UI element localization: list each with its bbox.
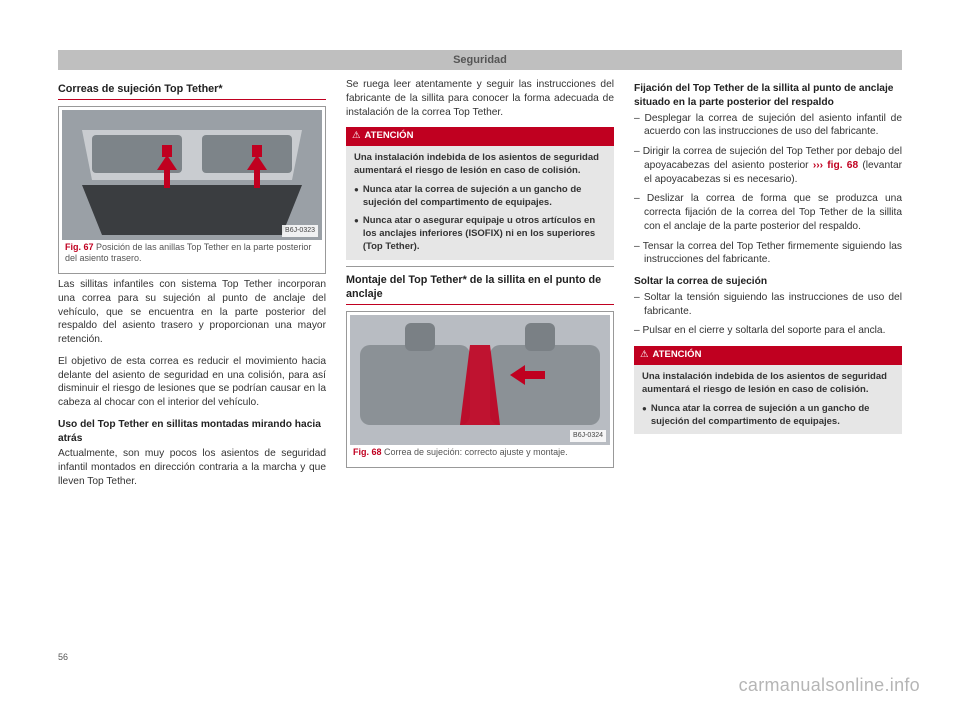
bullet-icon [354, 215, 359, 253]
figure-68-caption: Fig. 68 Correa de sujeción: correcto aju… [350, 445, 610, 464]
warning-header: ATENCIÓN [634, 346, 902, 365]
warning-title: ATENCIÓN [653, 349, 702, 362]
warning-bullet: Nunca atar o asegurar equipaje u otros a… [354, 215, 606, 253]
figure-68-code: B6J-0324 [570, 430, 606, 441]
warning-header: ATENCIÓN [346, 127, 614, 146]
instruction-list: – Desplegar la correa de sujeción del as… [634, 112, 902, 268]
figure-67-code: B6J-0323 [282, 225, 318, 236]
section-title: Correas de sujeción Top Tether* [58, 82, 326, 97]
list-item: – Tensar la correa del Top Tether firmem… [634, 240, 902, 268]
paragraph: El objetivo de esta correa es reducir el… [58, 355, 326, 410]
chapter-title: Seguridad [453, 54, 507, 66]
paragraph: Actualmente, son muy pocos los asientos … [58, 447, 326, 488]
figure-67: B6J-0323 Fig. 67 Posición de las anillas… [58, 106, 326, 275]
divider [346, 266, 614, 267]
figure-68: B6J-0324 Fig. 68 Correa de sujeción: cor… [346, 311, 614, 468]
warning-lead: Una instalación indebida de los asientos… [642, 371, 894, 397]
bullet-icon [642, 403, 647, 429]
page-number: 56 [58, 652, 68, 662]
warning-body: Una instalación indebida de los asientos… [634, 365, 902, 434]
warning-body: Una instalación indebida de los asientos… [346, 146, 614, 260]
warning-bullet-text: Nunca atar la correa de sujeción a un ga… [651, 403, 894, 429]
warning-box: ATENCIÓN Una instalación indebida de los… [346, 127, 614, 260]
figure-68-image: B6J-0324 [350, 315, 610, 445]
section-rule [58, 99, 326, 100]
bullet-icon [354, 184, 359, 210]
list-item: – Dirigir la correa de sujeción del Top … [634, 145, 902, 186]
warning-bullet-text: Nunca atar o asegurar equipaje u otros a… [363, 215, 606, 253]
seat-illustration [350, 315, 610, 445]
column-2: Se ruega leer atentamente y seguir las i… [346, 78, 614, 497]
column-3: Fijación del Top Tether de la sillita al… [634, 78, 902, 497]
figure-67-image: B6J-0323 [62, 110, 322, 240]
figure-67-label: Fig. 67 [65, 242, 94, 252]
watermark: carmanualsonline.info [739, 675, 920, 696]
figure-68-label: Fig. 68 [353, 447, 382, 457]
section-title: Montaje del Top Tether* de la sillita en… [346, 273, 614, 302]
list-item: – Soltar la tensión siguiendo las instru… [634, 291, 902, 319]
warning-icon [352, 130, 361, 143]
subheading: Uso del Top Tether en sillitas montadas … [58, 418, 326, 446]
manual-page: Seguridad Correas de sujeción Top Tether… [58, 50, 902, 660]
paragraph: Se ruega leer atentamente y seguir las i… [346, 78, 614, 119]
section-rule [346, 304, 614, 305]
figure-reference: ››› fig. 68 [813, 160, 858, 171]
figure-67-caption: Fig. 67 Posición de las anillas Top Teth… [62, 240, 322, 271]
column-1: Correas de sujeción Top Tether* [58, 78, 326, 497]
list-item: – Deslizar la correa de forma que se pro… [634, 192, 902, 233]
warning-bullet: Nunca atar la correa de sujeción a un ga… [354, 184, 606, 210]
figure-67-text: Posición de las anillas Top Tether en la… [65, 242, 311, 263]
warning-bullet: Nunca atar la correa de sujeción a un ga… [642, 403, 894, 429]
figure-68-text: Correa de sujeción: correcto ajuste y mo… [384, 447, 568, 457]
warning-title: ATENCIÓN [365, 130, 414, 143]
warning-box: ATENCIÓN Una instalación indebida de los… [634, 346, 902, 434]
warning-icon [640, 349, 649, 362]
paragraph: Las sillitas infantiles con sistema Top … [58, 278, 326, 347]
list-item: – Desplegar la correa de sujeción del as… [634, 112, 902, 140]
warning-lead: Una instalación indebida de los asientos… [354, 152, 606, 178]
chapter-header: Seguridad [58, 50, 902, 70]
trunk-illustration [62, 110, 322, 240]
content-columns: Correas de sujeción Top Tether* [58, 78, 902, 497]
instruction-list: – Soltar la tensión siguiendo las instru… [634, 291, 902, 338]
list-item: – Pulsar en el cierre y soltarla del sop… [634, 324, 902, 338]
subheading: Soltar la correa de sujeción [634, 275, 902, 289]
warning-bullet-text: Nunca atar la correa de sujeción a un ga… [363, 184, 606, 210]
subheading: Fijación del Top Tether de la sillita al… [634, 82, 902, 110]
